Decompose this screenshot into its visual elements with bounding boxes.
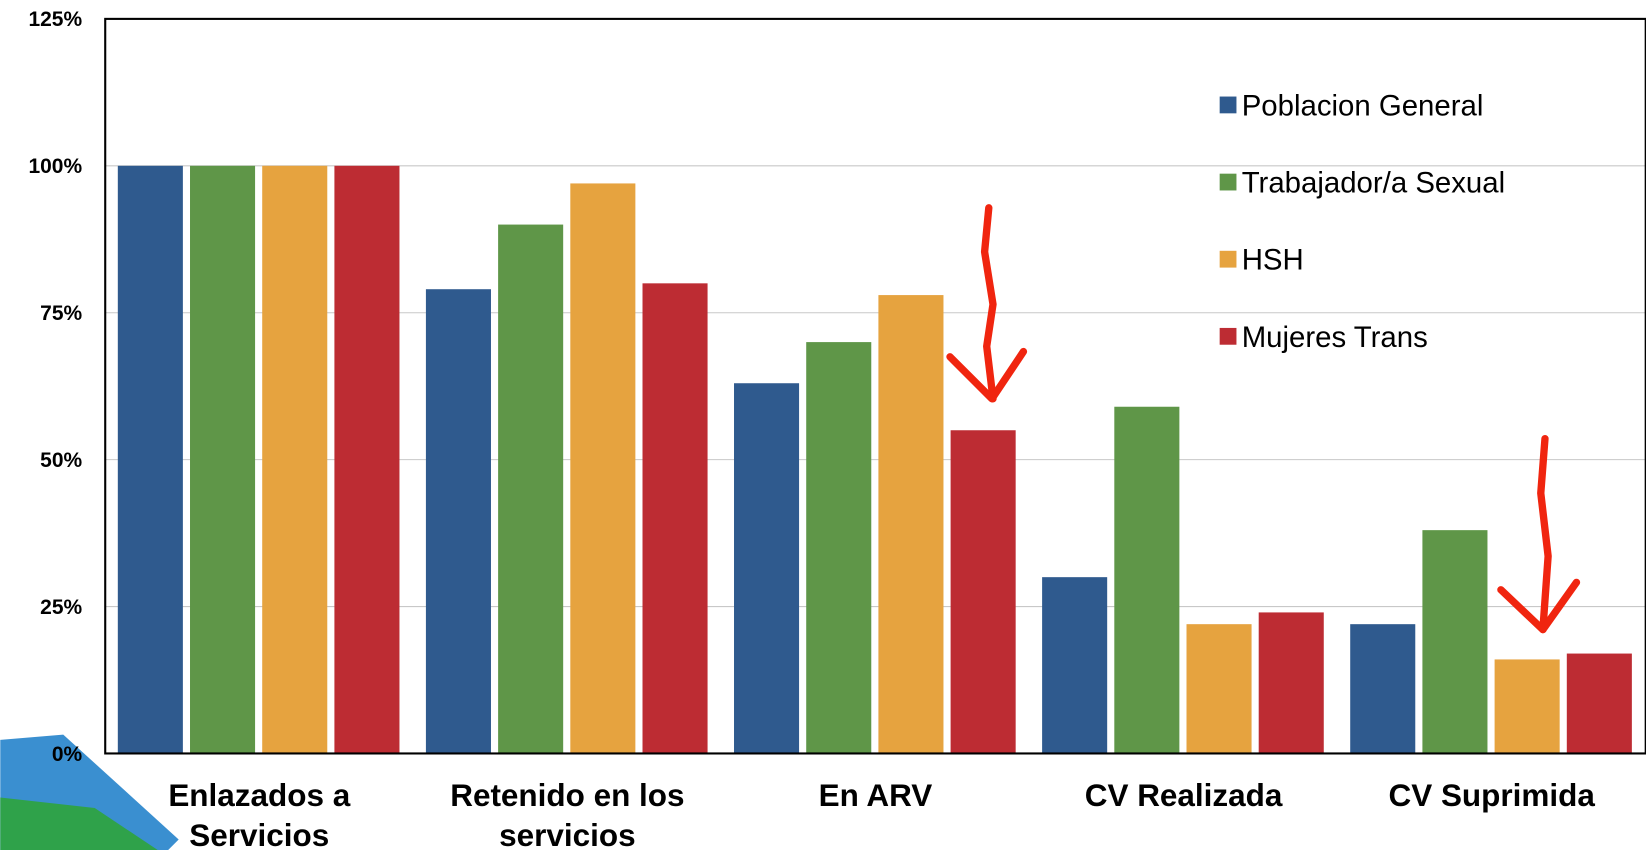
bar [878,295,944,754]
x-tick-label: En ARV [819,778,933,813]
legend-swatch [1219,96,1237,114]
bar [1350,624,1416,754]
bar [334,165,400,754]
x-tick-label: Retenido en los servicios [450,778,684,850]
bar [642,283,708,754]
bar [1494,659,1560,754]
bar [734,383,800,754]
bar [498,224,564,754]
legend-label: Trabajador/a Sexual [1242,167,1505,200]
y-tick-label: 75% [40,302,82,325]
y-tick-label: 50% [40,449,82,472]
bar [570,183,636,754]
decor-shape [0,797,158,850]
legend-label: Mujeres Trans [1242,321,1428,354]
bar [1186,624,1252,754]
bar [425,289,491,754]
legend-swatch [1219,250,1237,268]
legend-swatch [1219,173,1237,191]
legend-label: HSH [1242,244,1304,277]
bar [1114,406,1180,754]
y-tick-label: 125% [28,8,82,31]
x-tick-label: CV Suprimida [1388,778,1595,813]
bar [806,342,872,754]
x-tick-label: CV Realizada [1085,778,1283,813]
x-tick-label: Enlazados a Servicios [168,778,350,850]
bar [1566,653,1632,754]
y-tick-label: 0% [52,743,83,766]
bar [1422,530,1488,754]
bar [262,165,328,754]
bar [190,165,256,754]
legend-label: Poblacion General [1242,89,1484,122]
legend-swatch [1219,327,1237,345]
arrow-annotation [946,204,1581,634]
bar [1042,577,1108,754]
bar [950,430,1016,754]
bar [1258,612,1324,754]
y-tick-label: 25% [40,596,82,619]
y-tick-label: 100% [28,155,82,178]
bar [117,165,183,754]
